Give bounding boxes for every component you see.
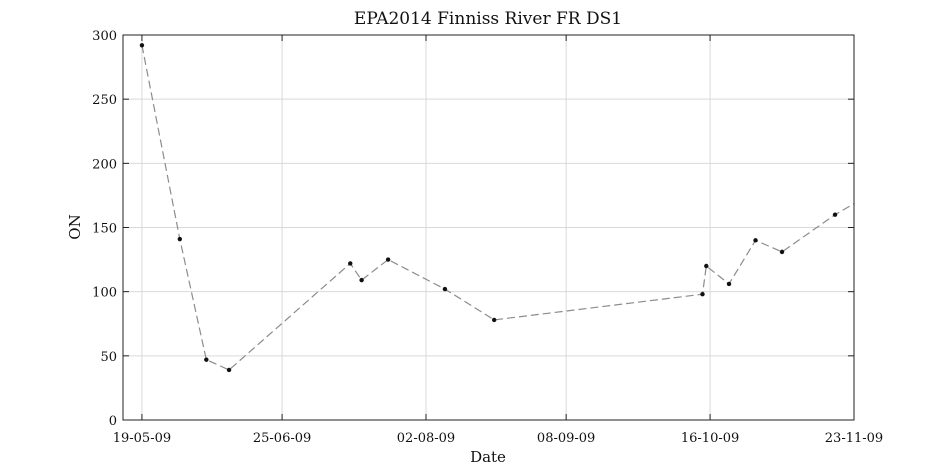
x-tick-label: 08-09-09 [537,431,595,446]
y-tick-label: 150 [92,222,117,237]
data-point [832,212,838,217]
series-line [141,45,854,371]
y-tick-label: 300 [92,29,117,44]
x-tick-label: 23-11-09 [825,431,883,446]
data-point [385,257,391,262]
series-0 [139,43,854,373]
y-axis-label: ON [66,214,84,239]
y-tick-label: 100 [92,286,117,301]
x-axis-label: Date [470,448,506,466]
data-point [704,263,709,269]
data-point [177,236,183,242]
chart-title: EPA2014 Finniss River FR DS1 [354,9,622,29]
x-tick-label: 16-10-09 [681,431,739,446]
y-tick-label: 50 [100,350,117,365]
data-point [348,261,353,266]
y-tick-label: 200 [92,157,117,172]
data-point [226,367,232,373]
data-point [700,292,705,297]
x-tick-label: 25-06-09 [253,431,311,446]
data-point [359,277,364,283]
x-tick-label: 02-08-09 [397,431,455,446]
data-point [491,317,497,323]
data-point [726,281,732,287]
grid [123,34,855,421]
series-layer [139,43,854,373]
ticks: 0 50 100 150 200 250 300 19-05-09 25-06-09 02-08-… [92,29,883,446]
data-point [753,238,758,243]
data-point [139,43,145,48]
y-tick-label: 0 [109,414,117,429]
data-point [204,357,209,362]
x-tick-label: 19-05-09 [113,431,171,446]
y-tick-label: 250 [92,93,117,108]
data-point [442,286,448,292]
data-point [779,249,785,255]
